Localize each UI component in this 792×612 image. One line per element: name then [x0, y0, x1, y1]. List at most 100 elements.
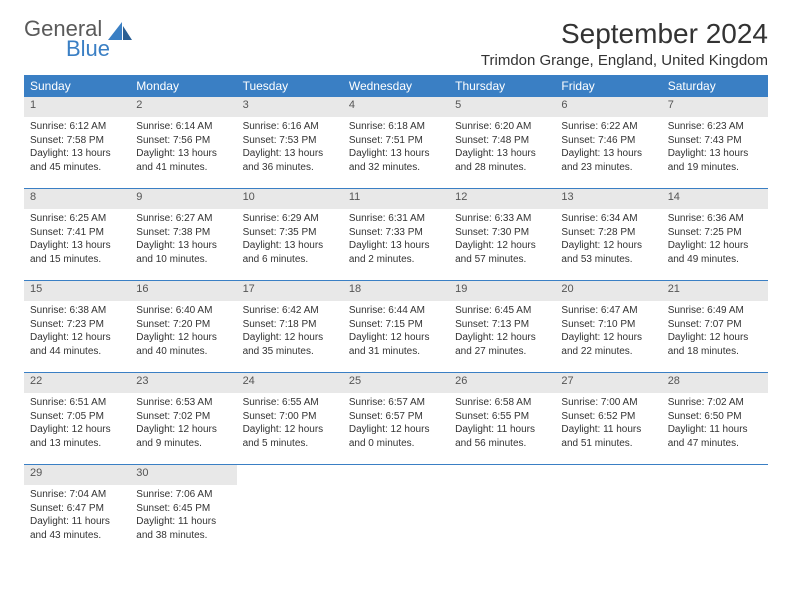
- weekday-header: Thursday: [449, 75, 555, 97]
- sunrise-text: Sunrise: 6:23 AM: [668, 120, 762, 134]
- daylight-text: and 38 minutes.: [136, 529, 230, 543]
- day-number: 30: [130, 465, 236, 486]
- daylight-text: and 15 minutes.: [30, 253, 124, 267]
- sunset-text: Sunset: 7:28 PM: [561, 226, 655, 240]
- sunrise-text: Sunrise: 7:06 AM: [136, 488, 230, 502]
- sunset-text: Sunset: 7:15 PM: [349, 318, 443, 332]
- sunrise-text: Sunrise: 6:34 AM: [561, 212, 655, 226]
- sunset-text: Sunset: 7:33 PM: [349, 226, 443, 240]
- sunset-text: Sunset: 7:20 PM: [136, 318, 230, 332]
- daylight-text: Daylight: 12 hours: [668, 331, 762, 345]
- day-number: 19: [449, 281, 555, 302]
- logo-text: General Blue: [24, 18, 132, 60]
- daylight-text: Daylight: 12 hours: [136, 423, 230, 437]
- day-number: [555, 465, 661, 486]
- day-cell: Sunrise: 6:47 AMSunset: 7:10 PMDaylight:…: [555, 301, 661, 373]
- day-cell: Sunrise: 6:40 AMSunset: 7:20 PMDaylight:…: [130, 301, 236, 373]
- weekday-header: Friday: [555, 75, 661, 97]
- sunset-text: Sunset: 7:02 PM: [136, 410, 230, 424]
- day-cell: Sunrise: 6:22 AMSunset: 7:46 PMDaylight:…: [555, 117, 661, 189]
- day-cell: Sunrise: 6:27 AMSunset: 7:38 PMDaylight:…: [130, 209, 236, 281]
- daylight-text: and 27 minutes.: [455, 345, 549, 359]
- sunrise-text: Sunrise: 6:38 AM: [30, 304, 124, 318]
- daylight-text: and 47 minutes.: [668, 437, 762, 451]
- day-cell: Sunrise: 6:58 AMSunset: 6:55 PMDaylight:…: [449, 393, 555, 465]
- sunset-text: Sunset: 7:30 PM: [455, 226, 549, 240]
- daylight-text: and 44 minutes.: [30, 345, 124, 359]
- day-number: [662, 465, 768, 486]
- day-number: 17: [237, 281, 343, 302]
- sunset-text: Sunset: 6:45 PM: [136, 502, 230, 516]
- day-number-row: 2930: [24, 465, 768, 486]
- day-number: 26: [449, 373, 555, 394]
- day-info-row: Sunrise: 6:12 AMSunset: 7:58 PMDaylight:…: [24, 117, 768, 189]
- daylight-text: and 57 minutes.: [455, 253, 549, 267]
- daylight-text: Daylight: 13 hours: [668, 147, 762, 161]
- day-number: 10: [237, 189, 343, 210]
- daylight-text: Daylight: 13 hours: [136, 147, 230, 161]
- sunset-text: Sunset: 6:57 PM: [349, 410, 443, 424]
- sunrise-text: Sunrise: 6:25 AM: [30, 212, 124, 226]
- day-number: 8: [24, 189, 130, 210]
- day-cell: Sunrise: 6:45 AMSunset: 7:13 PMDaylight:…: [449, 301, 555, 373]
- sunset-text: Sunset: 7:13 PM: [455, 318, 549, 332]
- weekday-header: Tuesday: [237, 75, 343, 97]
- daylight-text: Daylight: 11 hours: [136, 515, 230, 529]
- day-info-row: Sunrise: 6:51 AMSunset: 7:05 PMDaylight:…: [24, 393, 768, 465]
- daylight-text: Daylight: 12 hours: [668, 239, 762, 253]
- day-cell: Sunrise: 6:31 AMSunset: 7:33 PMDaylight:…: [343, 209, 449, 281]
- day-info-row: Sunrise: 6:25 AMSunset: 7:41 PMDaylight:…: [24, 209, 768, 281]
- daylight-text: and 51 minutes.: [561, 437, 655, 451]
- day-number: 22: [24, 373, 130, 394]
- weekday-header: Monday: [130, 75, 236, 97]
- day-cell: [662, 485, 768, 556]
- sunrise-text: Sunrise: 6:40 AM: [136, 304, 230, 318]
- daylight-text: and 35 minutes.: [243, 345, 337, 359]
- day-number-row: 891011121314: [24, 189, 768, 210]
- day-cell: Sunrise: 6:57 AMSunset: 6:57 PMDaylight:…: [343, 393, 449, 465]
- day-cell: Sunrise: 6:29 AMSunset: 7:35 PMDaylight:…: [237, 209, 343, 281]
- sunrise-text: Sunrise: 6:53 AM: [136, 396, 230, 410]
- weekday-header: Saturday: [662, 75, 768, 97]
- sunset-text: Sunset: 6:47 PM: [30, 502, 124, 516]
- day-number: 11: [343, 189, 449, 210]
- sunrise-text: Sunrise: 6:27 AM: [136, 212, 230, 226]
- day-number: 14: [662, 189, 768, 210]
- daylight-text: Daylight: 12 hours: [455, 239, 549, 253]
- daylight-text: Daylight: 11 hours: [30, 515, 124, 529]
- daylight-text: Daylight: 12 hours: [243, 331, 337, 345]
- title-block: September 2024 Trimdon Grange, England, …: [481, 18, 768, 69]
- calendar-table: Sunday Monday Tuesday Wednesday Thursday…: [24, 75, 768, 556]
- day-number: [449, 465, 555, 486]
- logo-word2: Blue: [66, 38, 132, 60]
- sunrise-text: Sunrise: 6:31 AM: [349, 212, 443, 226]
- sunset-text: Sunset: 7:00 PM: [243, 410, 337, 424]
- sunrise-text: Sunrise: 6:51 AM: [30, 396, 124, 410]
- day-number: 21: [662, 281, 768, 302]
- day-cell: Sunrise: 6:36 AMSunset: 7:25 PMDaylight:…: [662, 209, 768, 281]
- sunset-text: Sunset: 7:53 PM: [243, 134, 337, 148]
- sunrise-text: Sunrise: 6:47 AM: [561, 304, 655, 318]
- daylight-text: Daylight: 13 hours: [349, 239, 443, 253]
- daylight-text: Daylight: 11 hours: [668, 423, 762, 437]
- daylight-text: and 53 minutes.: [561, 253, 655, 267]
- sunset-text: Sunset: 7:23 PM: [30, 318, 124, 332]
- day-number-row: 1234567: [24, 97, 768, 117]
- sunset-text: Sunset: 7:46 PM: [561, 134, 655, 148]
- daylight-text: and 23 minutes.: [561, 161, 655, 175]
- day-number: [237, 465, 343, 486]
- sunset-text: Sunset: 6:55 PM: [455, 410, 549, 424]
- day-cell: [555, 485, 661, 556]
- daylight-text: Daylight: 13 hours: [349, 147, 443, 161]
- sunset-text: Sunset: 7:51 PM: [349, 134, 443, 148]
- day-number: 6: [555, 97, 661, 117]
- daylight-text: Daylight: 13 hours: [30, 239, 124, 253]
- sunrise-text: Sunrise: 6:45 AM: [455, 304, 549, 318]
- day-cell: Sunrise: 6:33 AMSunset: 7:30 PMDaylight:…: [449, 209, 555, 281]
- sunrise-text: Sunrise: 6:49 AM: [668, 304, 762, 318]
- day-cell: Sunrise: 6:51 AMSunset: 7:05 PMDaylight:…: [24, 393, 130, 465]
- sunrise-text: Sunrise: 6:44 AM: [349, 304, 443, 318]
- sunrise-text: Sunrise: 6:57 AM: [349, 396, 443, 410]
- daylight-text: and 41 minutes.: [136, 161, 230, 175]
- day-cell: Sunrise: 6:55 AMSunset: 7:00 PMDaylight:…: [237, 393, 343, 465]
